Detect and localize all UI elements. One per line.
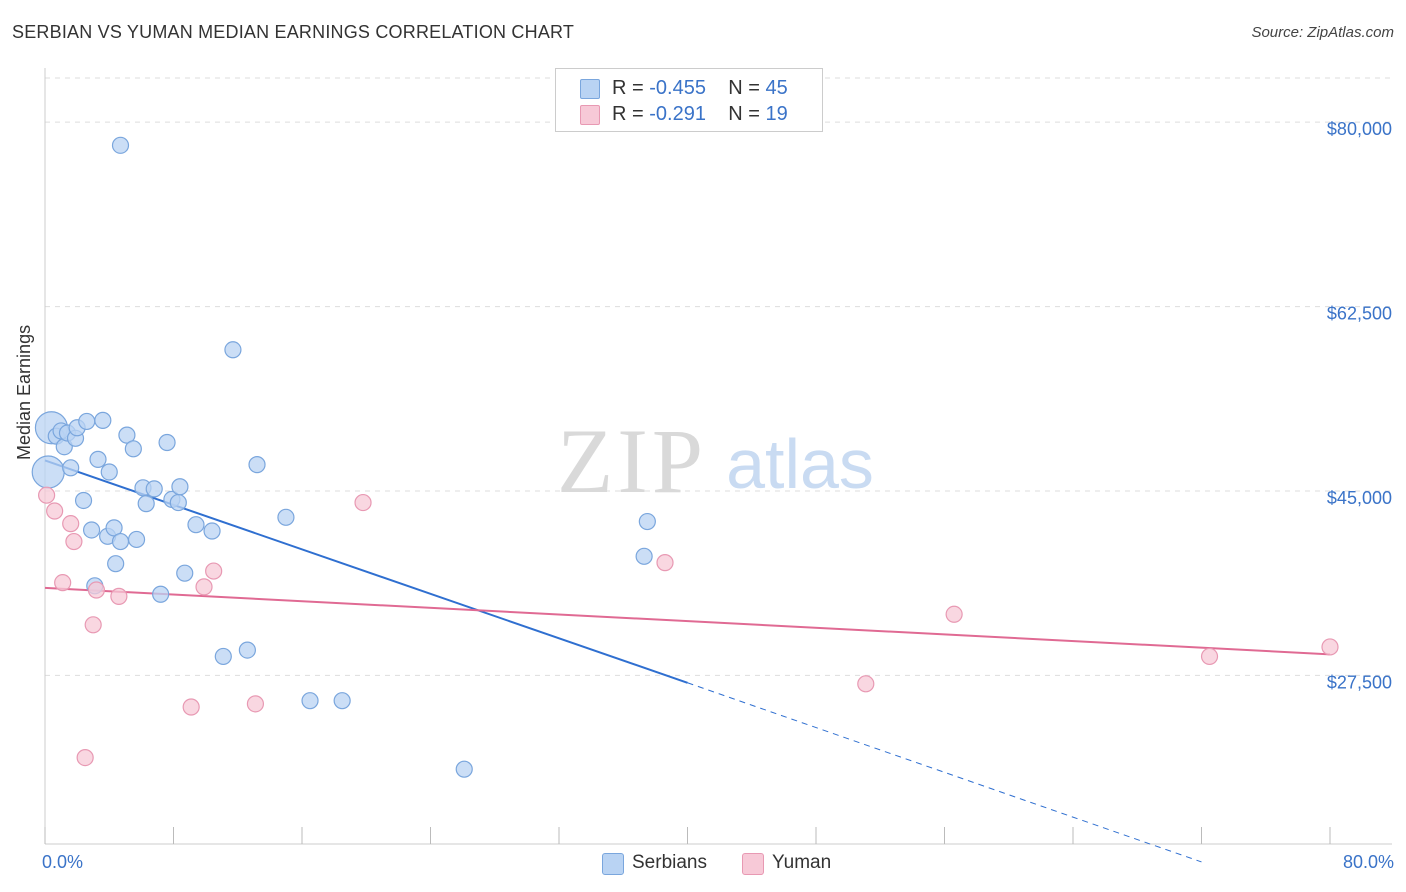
watermark-atlas: atlas bbox=[726, 425, 874, 503]
yuman-point bbox=[656, 554, 674, 572]
serbians-point bbox=[169, 493, 187, 512]
serbians-point bbox=[74, 491, 93, 510]
yuman-point bbox=[205, 562, 223, 580]
serbians-point bbox=[171, 478, 189, 496]
serbians-point bbox=[94, 411, 112, 429]
serbians-point bbox=[203, 522, 221, 540]
yuman-point bbox=[1321, 638, 1339, 656]
y-tick-label: $45,000 bbox=[1327, 488, 1392, 508]
bottom-legend-swatch-serbians bbox=[602, 853, 624, 875]
yuman-point bbox=[110, 587, 128, 605]
watermark: ZIP atlas bbox=[557, 410, 874, 512]
y-tick-label: $80,000 bbox=[1327, 119, 1392, 139]
serbians-point bbox=[176, 564, 194, 582]
y-tick-labels: $27,500 $45,000 $62,500 $80,000 bbox=[1327, 119, 1392, 692]
serbians-point bbox=[635, 547, 653, 565]
serbians-point bbox=[248, 456, 266, 474]
yuman-point bbox=[54, 574, 72, 592]
legend-swatch-serbians bbox=[580, 79, 600, 99]
trendlines bbox=[44, 459, 1331, 863]
bottom-legend-label-serbians: Serbians bbox=[632, 852, 707, 873]
serbians-point bbox=[301, 692, 319, 710]
serbians-point bbox=[238, 641, 256, 659]
bottom-legend-label-yuman: Yuman bbox=[772, 852, 832, 873]
yuman-point bbox=[84, 616, 102, 634]
legend-r-label: R = bbox=[612, 103, 650, 125]
axes bbox=[44, 68, 1392, 845]
serbians-point bbox=[638, 512, 656, 531]
serbians-point bbox=[187, 516, 205, 534]
serbians-point bbox=[127, 530, 146, 549]
yuman-point bbox=[76, 748, 94, 767]
serbians-point bbox=[78, 412, 96, 431]
serbians-point bbox=[152, 585, 170, 603]
serbians-point bbox=[82, 521, 101, 539]
legend-swatch-yuman bbox=[580, 105, 600, 125]
serbians-point bbox=[333, 692, 351, 710]
yuman-point bbox=[195, 578, 213, 596]
serbians-point bbox=[111, 532, 130, 551]
yuman-point bbox=[857, 675, 875, 693]
legend-n-label: N = bbox=[728, 77, 766, 99]
yuman-point bbox=[246, 695, 265, 713]
serbians-point bbox=[158, 433, 176, 452]
legend-r-value: -0.455 bbox=[649, 77, 706, 99]
trendline-yuman bbox=[44, 586, 1331, 656]
serbians-point bbox=[137, 495, 155, 513]
y-axis-label: Median Earnings bbox=[14, 324, 34, 460]
y-tick-label: $62,500 bbox=[1327, 304, 1392, 324]
serbians-point bbox=[124, 440, 142, 458]
serbians-point bbox=[111, 136, 130, 154]
source-label: Source: ZipAtlas.com bbox=[1251, 24, 1394, 41]
stats-legend: R = -0.455 N = 45 R = -0.291 N = 19 bbox=[555, 68, 823, 132]
legend-r-value: -0.291 bbox=[649, 103, 706, 125]
gridlines bbox=[45, 77, 1392, 676]
trendline-serbians-extrapolated bbox=[687, 682, 1202, 863]
serbians-point bbox=[107, 555, 125, 573]
legend-n-value: 19 bbox=[765, 103, 788, 125]
yuman-point bbox=[182, 698, 200, 716]
bottom-legend-swatch-yuman bbox=[742, 853, 764, 875]
yuman-point bbox=[354, 493, 372, 512]
serbians-point bbox=[455, 760, 473, 778]
yuman-point bbox=[945, 605, 963, 623]
serbians-point bbox=[145, 480, 163, 498]
legend-r-label: R = bbox=[612, 77, 650, 99]
serbians-point bbox=[224, 341, 242, 359]
yuman-point bbox=[65, 532, 83, 551]
yuman-point bbox=[38, 486, 56, 504]
legend-n-label: N = bbox=[728, 103, 766, 125]
serbians-point bbox=[31, 455, 65, 489]
yuman-point bbox=[1200, 647, 1219, 666]
serbians-point bbox=[214, 647, 232, 666]
serbians-point bbox=[100, 463, 118, 481]
serbians-point bbox=[277, 508, 295, 526]
data-points bbox=[31, 136, 1339, 778]
yuman-point bbox=[62, 515, 80, 533]
legend-n-value: 45 bbox=[765, 77, 788, 99]
x-tick-label-max: 80.0% bbox=[1342, 852, 1394, 872]
yuman-point bbox=[87, 581, 106, 599]
chart-title: SERBIAN VS YUMAN MEDIAN EARNINGS CORRELA… bbox=[12, 22, 575, 42]
x-tick-label-min: 0.0% bbox=[42, 852, 84, 872]
serbians-point bbox=[89, 450, 107, 468]
y-tick-label: $27,500 bbox=[1327, 672, 1392, 692]
serbians-point bbox=[62, 459, 80, 477]
yuman-point bbox=[46, 502, 64, 520]
watermark-zip: ZIP bbox=[557, 410, 707, 512]
